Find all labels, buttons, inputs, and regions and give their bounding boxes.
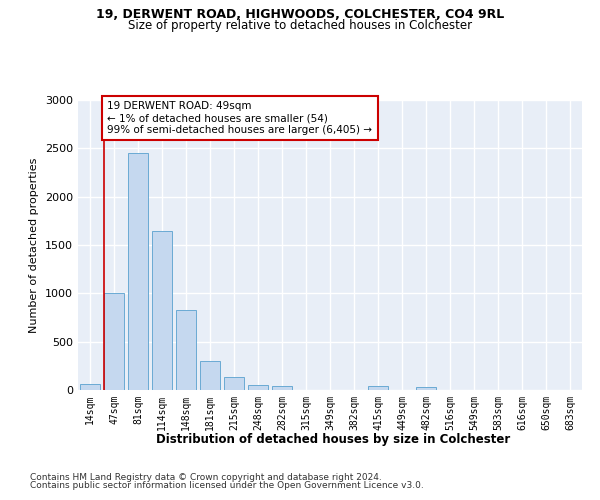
Bar	[80, 384, 100, 390]
Text: Size of property relative to detached houses in Colchester: Size of property relative to detached ho…	[128, 19, 472, 32]
Text: 19, DERWENT ROAD, HIGHWOODS, COLCHESTER, CO4 9RL: 19, DERWENT ROAD, HIGHWOODS, COLCHESTER,…	[96, 8, 504, 20]
Bar	[368, 386, 388, 390]
Text: Contains public sector information licensed under the Open Government Licence v3: Contains public sector information licen…	[30, 481, 424, 490]
Bar	[176, 310, 196, 390]
Text: Contains HM Land Registry data © Crown copyright and database right 2024.: Contains HM Land Registry data © Crown c…	[30, 472, 382, 482]
Text: 19 DERWENT ROAD: 49sqm
← 1% of detached houses are smaller (54)
99% of semi-deta: 19 DERWENT ROAD: 49sqm ← 1% of detached …	[107, 102, 373, 134]
Bar	[200, 360, 220, 390]
Bar	[224, 378, 244, 390]
Bar	[128, 153, 148, 390]
Bar	[104, 294, 124, 390]
Text: Distribution of detached houses by size in Colchester: Distribution of detached houses by size …	[156, 432, 510, 446]
Bar	[152, 232, 172, 390]
Bar	[416, 387, 436, 390]
Bar	[272, 386, 292, 390]
Y-axis label: Number of detached properties: Number of detached properties	[29, 158, 40, 332]
Bar	[248, 384, 268, 390]
